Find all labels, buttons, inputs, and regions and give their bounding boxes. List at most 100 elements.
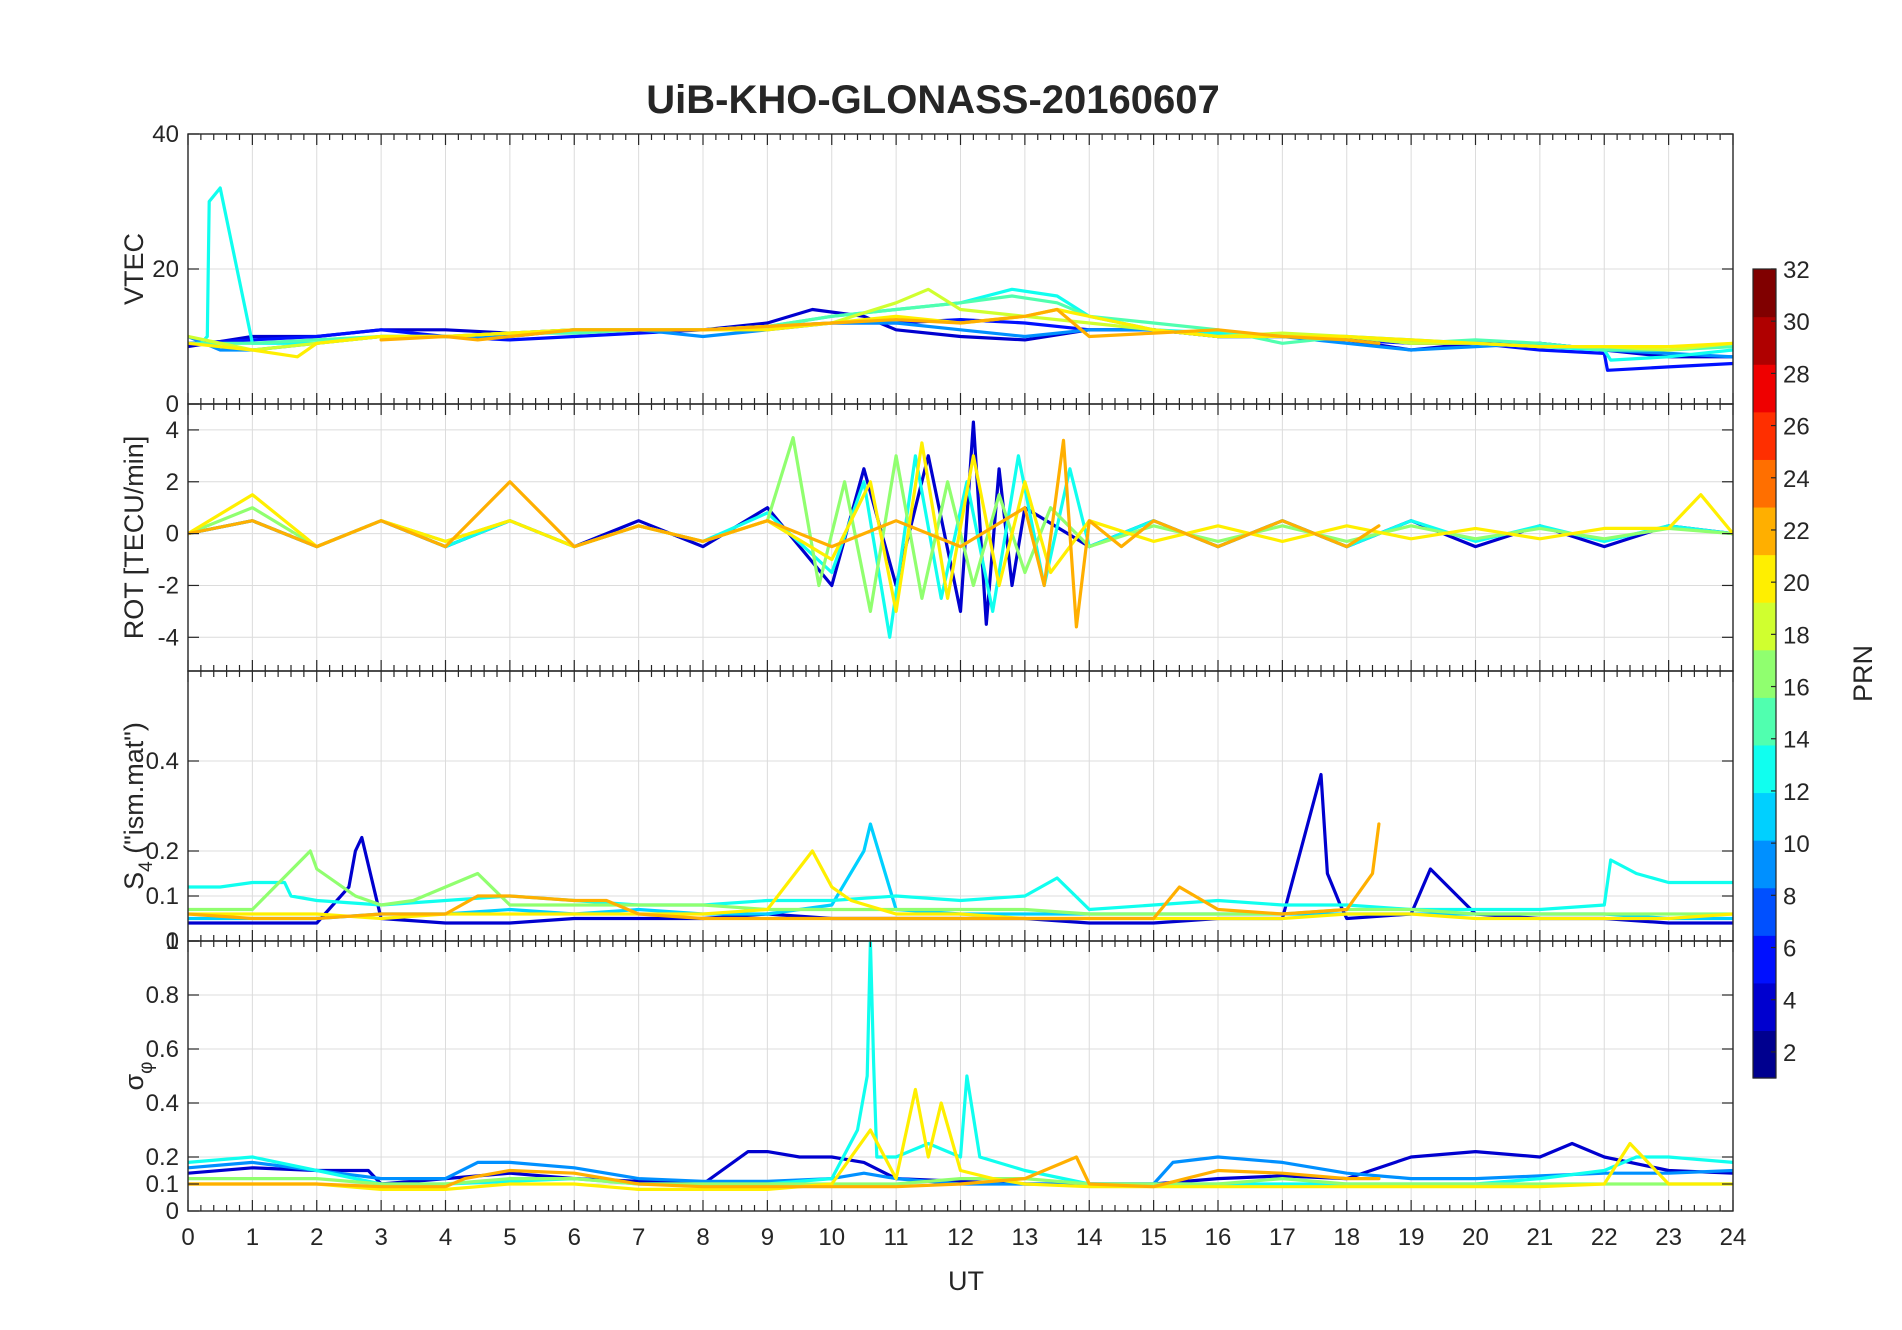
x-tick-label: 6 xyxy=(568,1224,581,1251)
colorbar-tick-label: 2 xyxy=(1783,1040,1796,1067)
colorbar-segment xyxy=(1753,1030,1776,1079)
panel-rot: -4 -2 0 2 4 ROT [TECU/min] xyxy=(119,403,1734,672)
x-axis-label: UT xyxy=(948,1266,984,1296)
colorbar-tick-label: 30 xyxy=(1783,309,1810,336)
colorbar-segment xyxy=(1753,459,1776,508)
colorbar-segment xyxy=(1753,887,1776,936)
x-tick-label: 5 xyxy=(503,1224,516,1251)
x-tick-label: 18 xyxy=(1333,1224,1360,1251)
series-prn-23 xyxy=(188,438,1381,629)
colorbar-segment xyxy=(1753,935,1776,984)
x-tick-label: 22 xyxy=(1591,1224,1618,1251)
y-tick-label: 0.2 xyxy=(146,838,179,865)
colorbar-label: PRN xyxy=(1848,645,1878,702)
colorbar-tick-label: 24 xyxy=(1783,466,1810,493)
colorbar-segment xyxy=(1753,649,1776,698)
y-tick-label: 0.8 xyxy=(146,982,179,1009)
y-tick-label: 0 xyxy=(166,521,179,548)
y-tick-label: -4 xyxy=(158,624,179,651)
x-tick-labels: 0 1 2 3 4 5 6 7 8 9 10 11 12 13 14 15 16 17 18 19 20 21 22 23 24 xyxy=(181,1224,1746,1251)
series-prn-20 xyxy=(188,441,1733,614)
x-tick-label: 9 xyxy=(761,1224,774,1251)
series-prn-16 xyxy=(188,849,1733,916)
ticks xyxy=(187,671,1734,942)
colorbar-segment xyxy=(1753,554,1776,603)
y-tick-label: 0 xyxy=(166,391,179,418)
colorbar-segment xyxy=(1753,269,1776,318)
colorbar-segment xyxy=(1753,840,1776,889)
colorbar-tick-label: 18 xyxy=(1783,622,1810,649)
y-tick-label: 0 xyxy=(166,1198,179,1225)
x-tick-label: 10 xyxy=(818,1224,845,1251)
colorbar-tick-label: 14 xyxy=(1783,727,1810,754)
x-tick-label: 1 xyxy=(246,1224,259,1251)
x-tick-label: 21 xyxy=(1527,1224,1554,1251)
y-axis-label: σφ xyxy=(119,1062,157,1091)
x-tick-label: 8 xyxy=(696,1224,709,1251)
x-tick-label: 13 xyxy=(1012,1224,1039,1251)
grid xyxy=(188,671,1733,941)
y-tick-label: -2 xyxy=(158,572,179,599)
x-tick-label: 24 xyxy=(1720,1224,1747,1251)
panel-s4: 0 0.1 0.2 0.4S4 ("ism.mat") xyxy=(119,670,1734,955)
x-tick-label: 0 xyxy=(181,1224,194,1251)
y-tick-label: 20 xyxy=(152,256,179,283)
series-prn-20 xyxy=(188,849,1733,921)
colorbar-tick-label: 16 xyxy=(1783,675,1810,702)
y-tick-label: 4 xyxy=(166,417,179,444)
colorbar-segment xyxy=(1753,744,1776,794)
series-prn-16 xyxy=(188,1176,1733,1186)
series-group xyxy=(188,420,1733,639)
colorbar-tick-label: 8 xyxy=(1783,883,1796,910)
colorbar-segment xyxy=(1753,602,1776,651)
colorbar-segment xyxy=(1753,316,1776,365)
series-prn-23 xyxy=(188,1155,1381,1189)
y-tick-label: 1 xyxy=(166,928,179,955)
series-group xyxy=(188,186,1733,372)
x-tick-label: 11 xyxy=(884,1224,909,1251)
series-group xyxy=(188,772,1733,925)
y-tick-label: 0.1 xyxy=(146,1171,179,1198)
colorbar-segment xyxy=(1753,792,1776,841)
grid xyxy=(188,134,1733,404)
colorbar-tick-label: 22 xyxy=(1783,518,1810,545)
x-tick-label: 15 xyxy=(1140,1224,1167,1251)
y-tick-label: 0.1 xyxy=(146,883,179,910)
y-axis-label: S4 ("ism.mat") xyxy=(119,722,157,890)
series-prn-23 xyxy=(188,822,1381,921)
y-tick-label: 0.6 xyxy=(146,1036,179,1063)
y-tick-label: 0 xyxy=(166,928,179,955)
x-tick-label: 17 xyxy=(1269,1224,1296,1251)
colorbar-segment xyxy=(1753,364,1776,413)
x-tick-label: 4 xyxy=(439,1224,452,1251)
x-tick-label: 3 xyxy=(374,1224,387,1251)
x-tick-label: 2 xyxy=(310,1224,323,1251)
x-tick-label: 14 xyxy=(1076,1224,1103,1251)
ticks xyxy=(187,940,1734,1212)
y-tick-label: 40 xyxy=(152,121,179,148)
y-tick-label: 0.4 xyxy=(146,748,179,775)
colorbar-tick-label: 20 xyxy=(1783,570,1810,597)
series-prn-23 xyxy=(379,307,1381,345)
x-tick-label: 19 xyxy=(1398,1224,1425,1251)
colorbar-segment xyxy=(1753,411,1776,460)
y-axis-label: VTEC xyxy=(119,233,149,305)
y-tick-label: 0.4 xyxy=(146,1090,179,1117)
colorbar-tick-label: 6 xyxy=(1783,936,1796,963)
x-tick-label: 20 xyxy=(1462,1224,1489,1251)
colorbar-tick-label: 10 xyxy=(1783,831,1810,858)
colorbar-tick-label: 28 xyxy=(1783,361,1810,388)
chart-title: UiB-KHO-GLONASS-20160607 xyxy=(646,78,1220,122)
series-group xyxy=(188,941,1733,1192)
colorbar-tick-label: 32 xyxy=(1783,257,1810,284)
colorbar-segment xyxy=(1753,697,1776,746)
colorbar-tick-label: 26 xyxy=(1783,414,1810,441)
colorbar-segment xyxy=(1753,982,1776,1032)
y-tick-label: 2 xyxy=(166,469,179,496)
colorbar-segment xyxy=(1753,506,1776,556)
series-prn-12 xyxy=(188,858,1733,912)
